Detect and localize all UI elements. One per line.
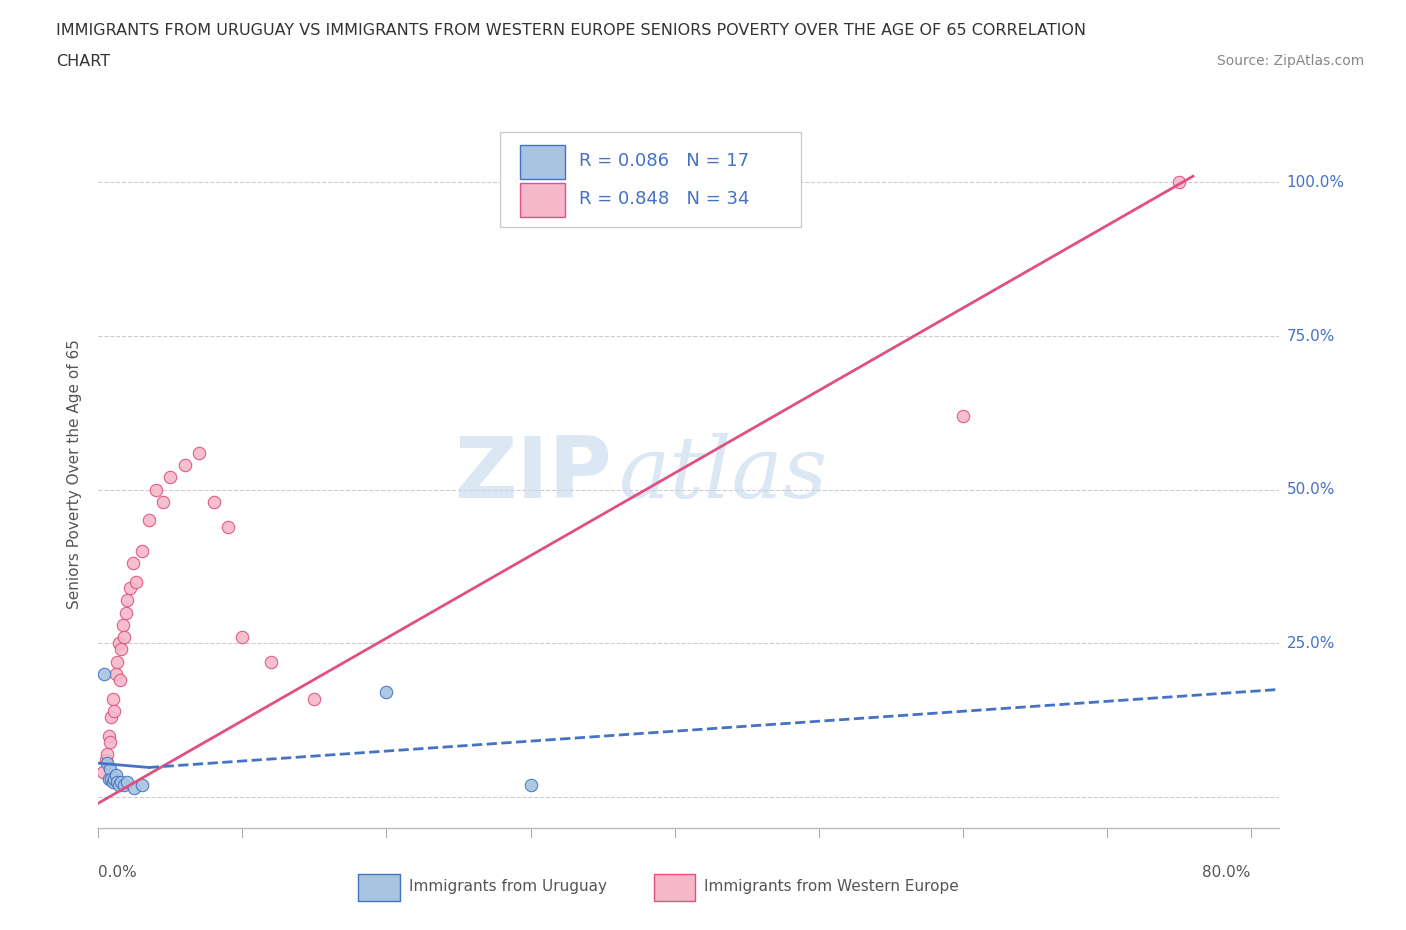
Point (145, 483, 167, 498)
Point (124, 780, 146, 795)
Point (96, 756, 118, 771)
Point (96, 747, 118, 762)
Point (110, 774, 132, 789)
Bar (654, 873, 695, 900)
Point (103, 771, 125, 786)
Point (97, 728, 120, 743)
Text: Source: ZipAtlas.com: Source: ZipAtlas.com (1216, 54, 1364, 68)
Point (159, 470, 181, 485)
Point (260, 655, 283, 670)
Point (104, 768, 127, 783)
Text: 25.0%: 25.0% (1286, 636, 1336, 651)
Point (231, 630, 253, 644)
Point (952, 408, 974, 423)
Bar (520, 145, 565, 179)
Point (217, 519, 239, 534)
Point (104, 667, 127, 682)
Point (304, 691, 326, 706)
Point (122, 556, 145, 571)
Text: CHART: CHART (56, 54, 110, 69)
Text: 80.0%: 80.0% (1202, 865, 1251, 880)
Text: Immigrants from Western Europe: Immigrants from Western Europe (704, 879, 959, 894)
Point (115, 592, 138, 607)
Point (98, 734, 121, 749)
Text: IMMIGRANTS FROM URUGUAY VS IMMIGRANTS FROM WESTERN EUROPE SENIORS POVERTY OVER T: IMMIGRANTS FROM URUGUAY VS IMMIGRANTS FR… (56, 23, 1087, 38)
Point (107, 636, 129, 651)
Point (108, 672, 131, 687)
Point (105, 774, 128, 789)
Bar (359, 873, 399, 900)
Text: 50.0%: 50.0% (1286, 482, 1336, 498)
Text: R = 0.086   N = 17: R = 0.086 N = 17 (579, 153, 749, 170)
Point (120, 580, 142, 595)
Bar (520, 183, 565, 217)
Point (1167, 175, 1189, 190)
Text: atlas: atlas (619, 433, 827, 515)
Point (202, 495, 225, 510)
Point (97, 771, 120, 786)
Point (94, 752, 117, 767)
Point (105, 655, 128, 670)
Point (112, 630, 135, 644)
Point (98, 762, 121, 777)
Text: ZIP: ZIP (454, 432, 612, 516)
Point (131, 544, 153, 559)
Point (114, 605, 136, 620)
Point (131, 777, 153, 792)
Point (103, 703, 125, 718)
Point (112, 777, 135, 792)
Point (110, 642, 132, 657)
Point (173, 458, 195, 472)
Point (101, 774, 124, 789)
Text: R = 0.848   N = 34: R = 0.848 N = 34 (579, 190, 749, 208)
Point (519, 777, 541, 792)
Point (138, 513, 160, 528)
Point (91, 765, 114, 780)
Y-axis label: Seniors Poverty Over the Age of 65: Seniors Poverty Over the Age of 65 (67, 339, 83, 609)
Point (111, 618, 134, 632)
Point (101, 691, 124, 706)
Point (152, 495, 174, 510)
Text: Immigrants from Uruguay: Immigrants from Uruguay (409, 879, 607, 894)
Point (125, 575, 148, 590)
Point (115, 774, 138, 789)
Point (100, 710, 122, 724)
Point (93, 667, 115, 682)
Text: 75.0%: 75.0% (1286, 328, 1336, 343)
Point (188, 445, 211, 460)
Text: 0.0%: 0.0% (98, 865, 138, 880)
Point (100, 771, 122, 786)
FancyBboxPatch shape (501, 131, 801, 227)
Point (107, 777, 129, 792)
Text: 100.0%: 100.0% (1286, 175, 1344, 190)
Point (375, 685, 398, 700)
